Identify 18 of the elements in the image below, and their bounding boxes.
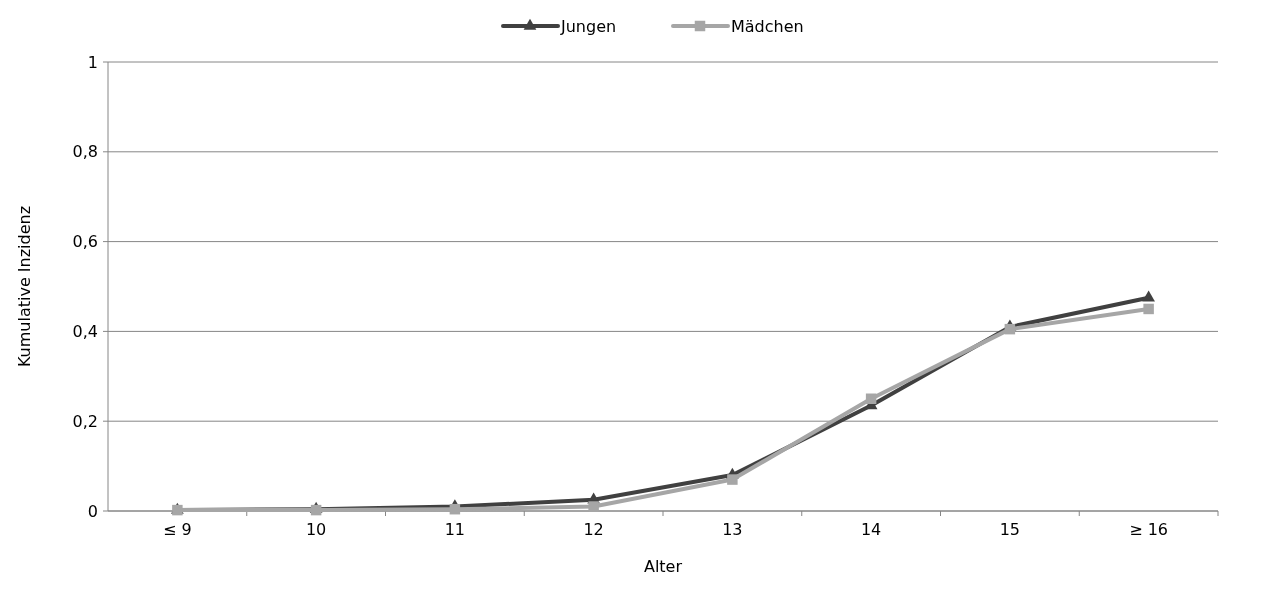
y-tick-label: 0,6 — [72, 232, 98, 252]
y-tick-label: 0,2 — [72, 411, 98, 431]
x-tick-label: ≥ 16 — [1129, 520, 1169, 539]
x-axis-title: Alter — [643, 557, 683, 576]
y-axis-title: Kumulative Inzidenz — [15, 205, 34, 368]
y-tick-label: 1 — [87, 52, 98, 72]
x-tick-label: 11 — [444, 520, 466, 539]
y-tick-label: 0,8 — [72, 142, 98, 162]
y-tick-label: 0 — [87, 501, 98, 521]
y-tick-label: 0,4 — [72, 322, 98, 341]
x-tick-label: ≤ 9 — [163, 520, 192, 539]
legend-label: Jungen — [560, 16, 617, 36]
legend-label: Mädchen — [731, 16, 804, 36]
x-tick-label: 12 — [583, 520, 604, 539]
x-tick-label: 15 — [999, 520, 1021, 539]
x-tick-label: 14 — [860, 520, 882, 539]
x-tick-label: 13 — [722, 520, 743, 539]
x-tick-label: 10 — [305, 520, 327, 539]
